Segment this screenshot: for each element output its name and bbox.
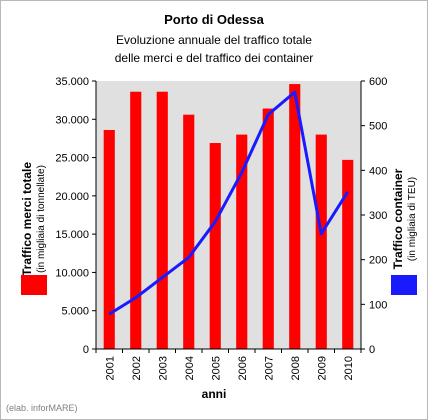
chart-subtitle-line-2: delle merci e del traffico dei container	[115, 51, 314, 65]
x-tick-label: 2006	[237, 356, 249, 380]
right-tick-label: 0	[369, 344, 375, 356]
left-tick-label: 5.000	[61, 306, 89, 318]
bar-2009	[315, 134, 327, 349]
bar-2008	[289, 84, 301, 349]
chart-subtitle-line-1: Evoluzione annuale del traffico totale	[116, 33, 312, 47]
x-tick-label: 2001	[104, 356, 116, 380]
x-tick-label: 2002	[131, 356, 143, 380]
bar-2007	[262, 108, 274, 350]
right-tick-label: 600	[369, 76, 387, 88]
x-axis-ticks: 2001 2002 2003 2004 2005 2006 2007 2008 2009 2010	[95, 349, 362, 380]
left-axis-subtitle: (in migliaia di tonnellate)	[36, 165, 47, 273]
left-tick-label: 35.000	[55, 76, 89, 88]
left-tick-label: 20.000	[55, 191, 89, 203]
bar-2003	[156, 91, 168, 349]
bar-series	[103, 84, 354, 350]
left-tick-label: 30.000	[55, 114, 89, 126]
bar-2006	[236, 134, 248, 349]
left-axis-title: Traffico merci totale	[20, 162, 34, 276]
axis-lines	[95, 81, 362, 350]
left-legend-swatch	[21, 275, 47, 295]
bar-2002	[130, 91, 142, 349]
right-tick-label: 200	[369, 255, 387, 267]
right-tick-label: 500	[369, 121, 387, 133]
left-axis-ticks: 0 5.000 10.000 15.000 20.000 25.000 30.000 35.0…	[55, 76, 96, 356]
right-tick-label: 400	[369, 165, 387, 177]
bar-2010	[342, 159, 354, 349]
x-tick-label: 2009	[316, 356, 328, 380]
right-tick-label: 100	[369, 299, 387, 311]
x-tick-label: 2008	[290, 356, 302, 380]
left-tick-label: 0	[83, 344, 89, 356]
container-line-series	[108, 90, 350, 316]
x-tick-label: 2010	[343, 356, 355, 380]
right-axis-subtitle: (in migliaia di TEU)	[407, 177, 418, 261]
right-axis-title: Traffico container	[391, 168, 405, 269]
left-tick-label: 25.000	[55, 153, 89, 165]
x-tick-label: 2005	[210, 356, 222, 380]
bar-2004	[183, 114, 195, 349]
bar-2001	[103, 130, 115, 349]
left-tick-label: 10.000	[55, 267, 89, 279]
credit-text: (elab. inforMARE)	[6, 403, 78, 413]
left-tick-label: 15.000	[55, 229, 89, 241]
right-tick-label: 300	[369, 210, 387, 222]
x-tick-label: 2004	[184, 356, 196, 380]
x-tick-label: 2003	[157, 356, 169, 380]
x-tick-label: 2007	[263, 356, 275, 380]
chart-title: Porto di Odessa	[164, 12, 264, 27]
bar-2005	[209, 143, 221, 349]
right-legend-swatch	[391, 275, 417, 295]
x-axis-title: anni	[202, 387, 227, 401]
right-axis-ticks: 0 100 200 300 400 500 600	[361, 76, 387, 356]
